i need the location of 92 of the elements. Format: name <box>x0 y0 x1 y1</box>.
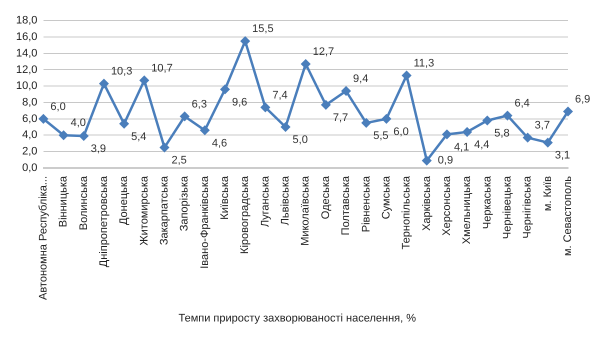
y-tick-label: 0,0 <box>22 162 38 174</box>
data-label: 5,8 <box>494 128 510 140</box>
data-label: 2,5 <box>171 154 187 167</box>
x-tick-label: Хмельницька <box>461 175 474 244</box>
data-label: 10,7 <box>151 62 173 74</box>
y-tick-label: 2,0 <box>22 146 38 158</box>
point <box>58 130 69 140</box>
x-tick-label: Вінницька <box>58 175 70 228</box>
data-label: 4,1 <box>454 141 470 154</box>
x-tick-label: Херсонська <box>440 175 453 236</box>
data-label: 6,0 <box>50 100 66 113</box>
data-label: 6,4 <box>514 98 530 110</box>
x-tick-label: Житомирська <box>138 175 150 246</box>
point <box>38 114 48 124</box>
x-tick-label: Дніпропетровська <box>98 175 110 268</box>
point <box>402 70 412 80</box>
x-tick-label: Київська <box>219 175 232 220</box>
text: Темпи приросту захворюваності населення, % <box>178 312 416 325</box>
data-label: 3,1 <box>554 150 570 162</box>
data-label: 4,6 <box>212 137 228 150</box>
x-tick-label: Рівненська <box>360 175 372 232</box>
point <box>159 142 170 152</box>
x-tick-label: Львівська <box>280 175 292 226</box>
data-label: 7,7 <box>332 112 348 124</box>
x-tick-label: Автономна Республіка... <box>37 176 50 300</box>
data-label: 5,0 <box>292 134 308 146</box>
data-label: 5,4 <box>131 130 146 143</box>
point <box>260 102 270 112</box>
point <box>139 75 150 86</box>
point <box>98 78 109 89</box>
point <box>200 125 210 136</box>
x-tick-label: Харківська <box>420 175 433 231</box>
point <box>300 58 311 69</box>
x-tick-label: Одеська <box>320 175 332 220</box>
point <box>542 138 553 148</box>
point <box>422 156 432 166</box>
x-tick-label: Волинська <box>78 175 90 230</box>
x-tick-label: Запорізька <box>178 175 191 232</box>
y-tick-label: 12,0 <box>16 64 38 76</box>
data-label: 4,4 <box>474 138 490 151</box>
x-tick-label: Донецька <box>118 175 130 226</box>
x-tick-label: Кіровоградська <box>239 175 252 254</box>
y-tick-label: 6,0 <box>22 112 38 125</box>
x-tick-label: Тернопільська <box>400 175 413 250</box>
data-label: 0,9 <box>438 154 454 167</box>
x-tick-label: Чернігівська <box>522 175 534 239</box>
x-tick-label: м. Севастополь <box>562 176 574 256</box>
y-tick-label: 8,0 <box>22 96 38 108</box>
data-label: 11,3 <box>414 57 434 70</box>
y-tick-label: 16,0 <box>16 31 38 44</box>
point <box>522 132 533 143</box>
data-label: 3,9 <box>90 143 106 156</box>
data-label: 9,6 <box>232 96 248 108</box>
data-label: 5,5 <box>373 130 389 142</box>
data-label: 9,4 <box>353 73 368 86</box>
data-label: 15,5 <box>252 23 274 36</box>
point <box>119 118 130 129</box>
data-label: 6,0 <box>393 126 409 138</box>
point <box>180 111 190 122</box>
data-label: 3,7 <box>534 120 550 132</box>
point <box>240 36 250 46</box>
x-tick-label: м. Київ <box>542 176 554 212</box>
point <box>482 115 492 126</box>
y-tick-label: 10,0 <box>16 80 38 92</box>
point <box>280 122 291 132</box>
x-tick-label: Івано-Франківська <box>198 175 211 269</box>
data-label: 7,4 <box>272 89 288 102</box>
data-label: 6,3 <box>192 98 207 110</box>
x-tick-label: Миколаївська <box>300 175 312 246</box>
data-label: 4,0 <box>70 117 86 130</box>
point <box>442 129 452 140</box>
data-label: 12,7 <box>312 46 334 58</box>
point <box>563 106 573 116</box>
x-tick-label: Луганська <box>259 175 272 228</box>
point <box>220 84 230 94</box>
data-label: 6,9 <box>575 94 590 106</box>
y-tick-label: 18,0 <box>16 14 38 27</box>
point <box>341 86 352 96</box>
data-label: 10,3 <box>110 66 132 78</box>
x-tick-label: Черкаська <box>481 175 494 230</box>
point <box>320 100 331 110</box>
point <box>78 131 89 142</box>
x-tick-label: Полтавська <box>340 175 352 236</box>
y-tick-label: 4,0 <box>22 129 38 142</box>
point <box>502 110 512 121</box>
x-tick-label: Сумська <box>380 175 392 220</box>
y-tick-label: 14,0 <box>16 47 38 60</box>
point <box>381 114 392 124</box>
x-tick-label: Закарпатська <box>158 175 170 246</box>
point <box>462 126 472 137</box>
point <box>361 118 372 128</box>
x-tick-label: Чернівецька <box>502 175 514 240</box>
